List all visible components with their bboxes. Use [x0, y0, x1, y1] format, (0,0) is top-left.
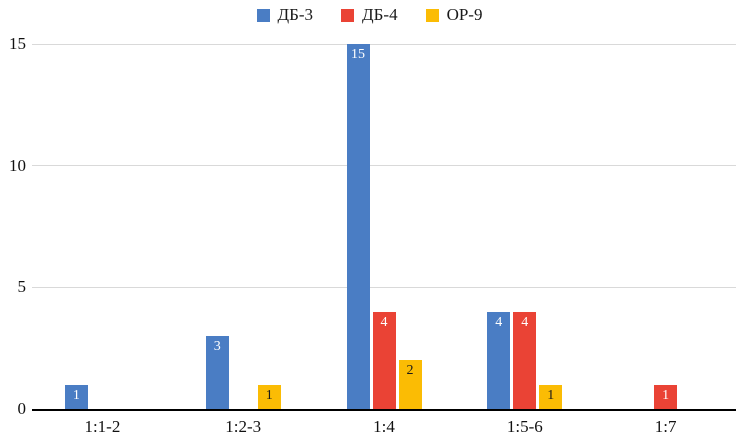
legend-swatch — [425, 8, 439, 22]
gridline — [32, 44, 736, 45]
legend-item: ОР-9 — [425, 5, 483, 25]
legend-label: ДБ-4 — [362, 5, 398, 24]
gridline — [32, 165, 736, 167]
bar-value-label: 15 — [351, 47, 365, 62]
x-axis-tick-label: 1:2-3 — [225, 417, 262, 436]
bar-value-label: 4 — [521, 314, 529, 330]
bar-ДБ-3-1:5-6: 4 — [487, 311, 511, 409]
bar-value-label: 1 — [72, 387, 80, 403]
bar-ДБ-4-1:7: 1 — [654, 384, 678, 409]
bar-ОР-9-1:5-6: 1 — [539, 384, 563, 409]
bar-value-label: 1 — [662, 387, 670, 403]
x-axis-tick-label: 1:7 — [654, 417, 677, 436]
x-axis-tick-label: 1:5-6 — [506, 417, 543, 436]
chart-legend: ДБ-3 ДБ-4 ОР-9 — [0, 5, 739, 25]
bar-ДБ-4-1:4: 4 — [372, 311, 396, 409]
plot-area: 1 3 1 15 4 2 4 4 1 1 — [32, 44, 736, 411]
legend-item: ДБ-3 — [256, 5, 314, 25]
legend-swatch — [256, 8, 270, 22]
legend-item: ДБ-4 — [341, 5, 398, 25]
bar-value-label: 4 — [380, 314, 388, 330]
bar-ДБ-3-1:4: 15 — [346, 44, 370, 409]
y-axis-tick-label: 15 — [9, 34, 26, 53]
bar-ОР-9-1:4: 2 — [398, 360, 422, 409]
bar-ДБ-4-1:5-6: 4 — [513, 311, 537, 409]
bar-value-label: 1 — [547, 387, 555, 403]
bar-ДБ-3-1:1-2: 1 — [64, 384, 88, 409]
y-axis-tick-label: 5 — [17, 277, 27, 297]
bar-ОР-9-1:2-3: 1 — [257, 384, 281, 409]
legend-label: ДБ-3 — [277, 5, 314, 24]
y-axis-tick-label: 10 — [9, 155, 26, 175]
x-axis-tick-label: 1:1-2 — [84, 417, 121, 436]
y-axis-tick-label: 0 — [17, 399, 27, 418]
legend-label: ОР-9 — [446, 5, 483, 24]
x-axis-tick-label: 1:4 — [373, 417, 395, 436]
legend-swatch — [341, 8, 355, 22]
bar-ДБ-3-1:2-3: 3 — [205, 336, 229, 409]
bar-value-label: 4 — [495, 314, 503, 330]
bar-value-label: 1 — [265, 387, 273, 403]
bar-value-label: 2 — [406, 363, 414, 379]
bar-value-label: 3 — [213, 339, 221, 354]
gridline — [32, 286, 736, 288]
